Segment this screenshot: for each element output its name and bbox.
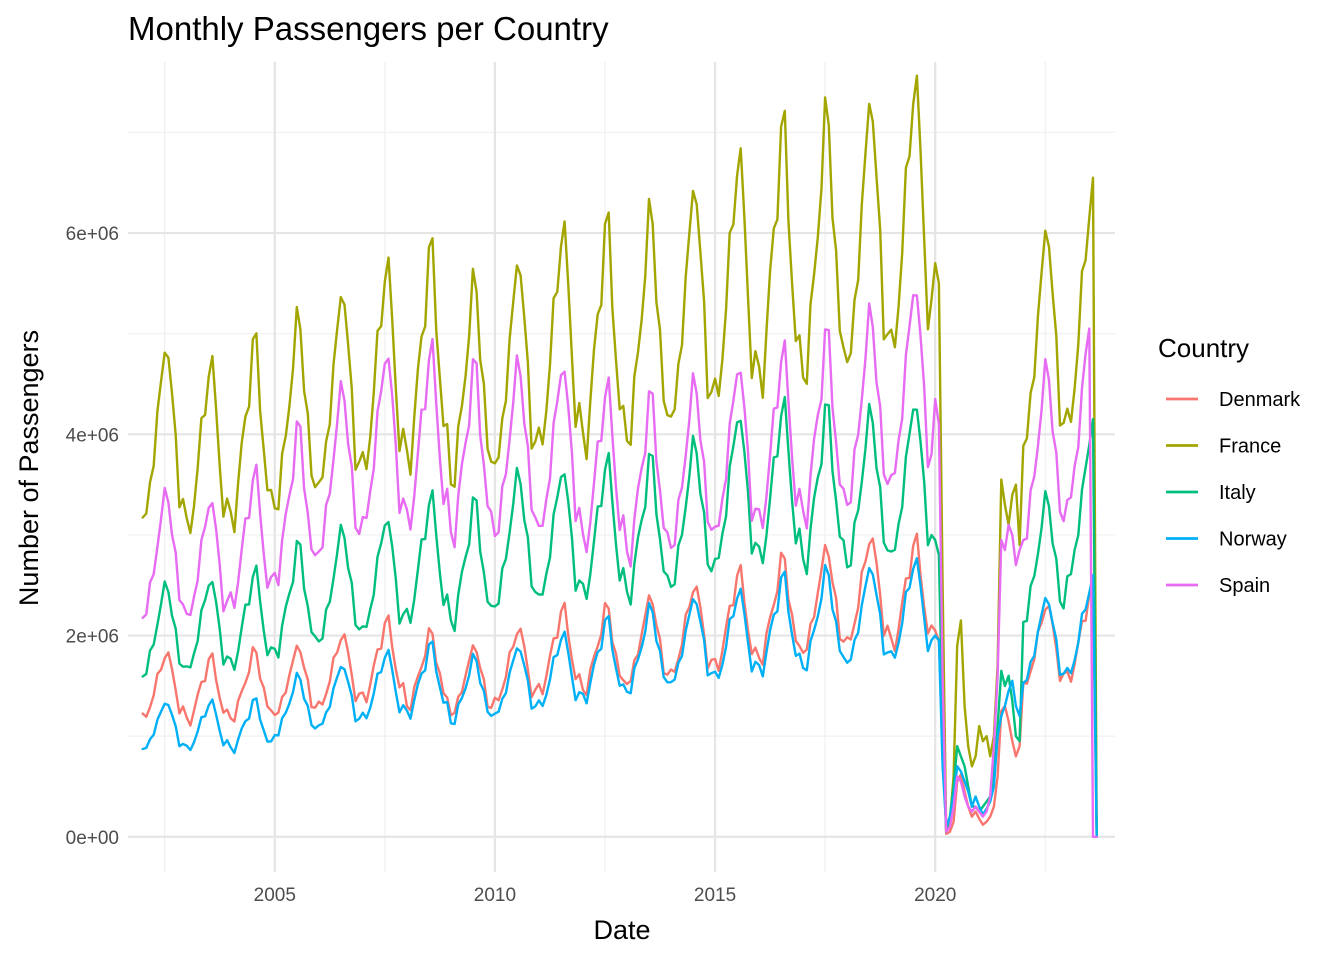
y-tick-label: 4e+06 <box>66 425 119 446</box>
y-axis-title: Number of Passengers <box>14 330 44 606</box>
y-tick-label: 0e+00 <box>66 828 119 849</box>
legend-item-italy: Italy <box>1166 482 1256 504</box>
legend-item-spain: Spain <box>1166 575 1270 597</box>
y-axis-tick-labels: 0e+00 2e+06 4e+06 6e+06 <box>66 224 119 849</box>
x-tick-label: 2005 <box>254 885 296 906</box>
series-lines <box>141 74 1098 838</box>
legend: Country Denmark France Italy Norway Spain <box>1158 333 1301 597</box>
legend-item-france: France <box>1166 436 1281 458</box>
legend-label: France <box>1219 436 1281 458</box>
chart-title: Monthly Passengers per Country <box>128 10 609 47</box>
legend-label: Denmark <box>1219 389 1301 411</box>
legend-label: Spain <box>1219 575 1270 597</box>
legend-label: Italy <box>1219 482 1256 504</box>
x-axis-title: Date <box>593 915 650 945</box>
x-tick-label: 2010 <box>474 885 516 906</box>
x-tick-label: 2015 <box>694 885 736 906</box>
legend-title: Country <box>1158 333 1249 363</box>
minor-gridlines <box>128 62 1115 872</box>
series-line-italy <box>141 395 1098 838</box>
legend-item-denmark: Denmark <box>1166 389 1301 411</box>
y-tick-label: 2e+06 <box>66 627 119 648</box>
legend-items: Denmark France Italy Norway Spain <box>1166 389 1301 597</box>
x-tick-label: 2020 <box>914 885 956 906</box>
legend-item-norway: Norway <box>1166 529 1287 551</box>
y-tick-label: 6e+06 <box>66 224 119 245</box>
series-line-spain <box>141 294 1098 838</box>
legend-label: Norway <box>1219 529 1287 551</box>
series-line-norway <box>141 557 1098 838</box>
x-axis-tick-labels: 2005 2010 2015 2020 <box>254 885 957 906</box>
series-line-france <box>141 74 1098 838</box>
major-gridlines <box>128 62 1115 872</box>
